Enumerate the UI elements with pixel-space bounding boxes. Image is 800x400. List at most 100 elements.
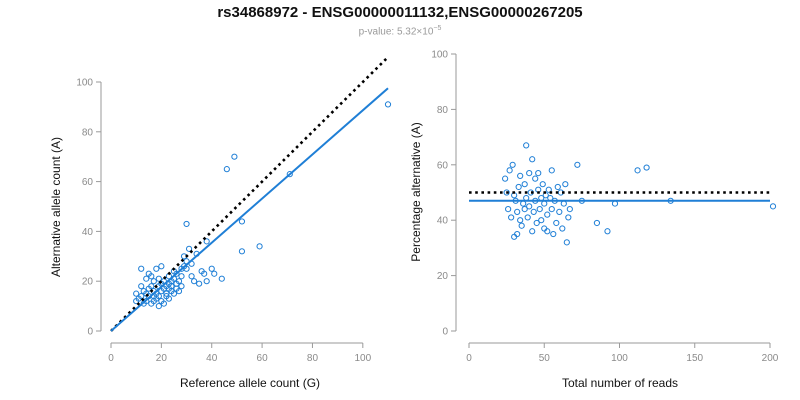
data-point <box>643 164 650 171</box>
data-point <box>514 208 521 215</box>
chart-title: rs34868972 - ENSG00000011132,ENSG0000026… <box>217 4 583 21</box>
data-point <box>178 283 185 290</box>
data-point <box>517 172 524 179</box>
data-point <box>503 189 510 196</box>
data-point <box>183 220 190 228</box>
x-tick-label: 40 <box>206 353 218 364</box>
data-point <box>563 239 570 246</box>
data-point <box>175 278 183 285</box>
data-point <box>155 293 162 300</box>
p-value-exponent: −5 <box>433 25 442 32</box>
data-point <box>384 101 392 108</box>
data-point <box>155 275 162 282</box>
scatter-panel-1: 0 20 40 60 80 100 Reference allele count (G) 0 2… <box>49 56 392 390</box>
data-point <box>544 228 551 235</box>
data-point <box>554 183 561 191</box>
p-value-label: p-value: 5.32×10−5 <box>0 25 800 37</box>
y-tick-label: 60 <box>437 160 449 171</box>
data-point <box>138 283 145 290</box>
data-point <box>238 218 246 225</box>
data-point <box>150 278 157 285</box>
data-point <box>173 270 180 277</box>
data-point <box>138 265 145 272</box>
data-point <box>165 295 173 302</box>
x-tick-label: 0 <box>466 353 472 364</box>
x-tick-label: 0 <box>108 353 114 364</box>
data-point <box>133 290 140 297</box>
data-point <box>509 161 516 168</box>
data-point <box>634 167 641 174</box>
x-tick-label: 150 <box>686 353 703 364</box>
reference-line <box>110 56 389 332</box>
data-point <box>604 228 611 235</box>
data-point <box>148 273 155 280</box>
y-tick-label: 100 <box>76 78 93 89</box>
data-point <box>256 243 263 250</box>
data-point <box>562 181 569 188</box>
y-tick-label: 80 <box>437 105 449 116</box>
data-point <box>508 214 515 221</box>
data-point <box>523 142 530 149</box>
data-point <box>514 230 521 238</box>
data-point <box>505 206 512 213</box>
data-point <box>185 245 193 252</box>
data-point <box>515 183 522 191</box>
y-axis: 0 20 40 60 80 100 Percentage alternative (A) <box>409 50 457 338</box>
data-point <box>553 219 560 227</box>
data-point <box>188 273 195 280</box>
data-point <box>548 167 555 174</box>
data-point <box>203 238 210 245</box>
data-point <box>566 206 573 213</box>
x-tick-label: 60 <box>257 353 269 364</box>
data-point <box>524 214 531 221</box>
data-point <box>170 290 178 297</box>
x-tick-label: 100 <box>354 353 371 364</box>
data-point <box>565 214 572 221</box>
y-tick-label: 40 <box>437 216 449 227</box>
data-point <box>286 171 293 178</box>
data-point <box>535 170 542 177</box>
data-point <box>138 293 145 300</box>
data-point <box>196 280 203 287</box>
x-axis-label: Reference allele count (G) <box>180 376 320 390</box>
data-point <box>191 278 198 285</box>
data-point <box>218 275 225 282</box>
data-point <box>526 170 533 177</box>
y-tick-label: 0 <box>87 327 93 338</box>
data-point <box>545 186 552 193</box>
data-point <box>517 217 524 224</box>
data-point <box>201 270 208 277</box>
data-points <box>502 142 777 246</box>
data-point <box>203 278 210 285</box>
data-point <box>158 263 165 270</box>
y-axis: 0 20 40 60 80 100 Alternative allele count (A) <box>49 78 102 338</box>
data-point <box>593 219 601 227</box>
data-point <box>163 290 170 297</box>
data-point <box>544 211 551 218</box>
x-tick-label: 100 <box>611 353 628 364</box>
x-axis: 0 50 100 150 200 Total number of reads <box>466 342 779 390</box>
data-point <box>574 161 581 168</box>
y-axis-label: Percentage alternative (A) <box>409 122 423 261</box>
data-point <box>153 265 160 272</box>
y-tick-label: 20 <box>437 271 449 282</box>
y-tick-label: 20 <box>82 277 94 288</box>
data-point <box>155 303 162 310</box>
data-point <box>526 203 533 210</box>
data-point <box>211 270 218 277</box>
data-point <box>178 273 185 280</box>
data-point <box>529 156 536 163</box>
data-point <box>168 283 175 290</box>
y-tick-label: 40 <box>82 227 94 238</box>
y-tick-label: 60 <box>82 177 94 188</box>
data-point <box>502 175 509 182</box>
data-point <box>160 300 167 307</box>
fit-line <box>110 87 389 332</box>
x-axis: 0 20 40 60 80 100 Reference allele count (G) <box>108 342 372 390</box>
data-point <box>183 265 190 272</box>
p-value-text: p-value: 5.32×10 <box>358 26 434 38</box>
data-point <box>556 208 563 215</box>
x-tick-label: 80 <box>307 353 319 364</box>
data-point <box>529 228 536 235</box>
